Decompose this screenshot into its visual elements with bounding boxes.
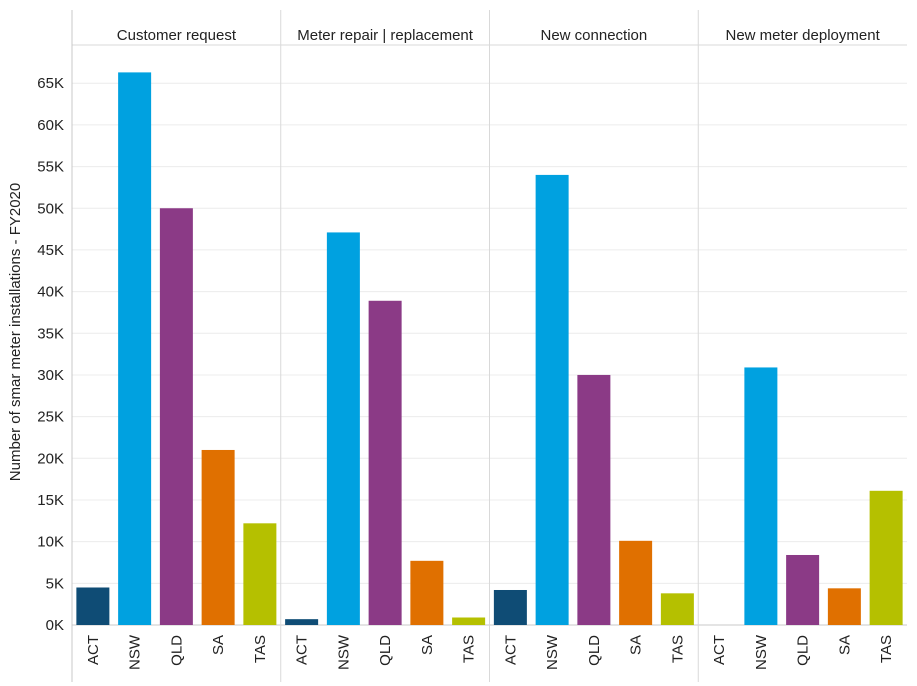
x-tick-label: NSW <box>544 634 561 670</box>
x-tick-label: SA <box>628 635 645 655</box>
bar <box>452 617 486 625</box>
panel-title: Customer request <box>117 27 237 44</box>
bar <box>619 540 653 625</box>
bar <box>493 589 527 625</box>
y-tick-label: 40K <box>37 284 64 301</box>
x-tick-label: ACT <box>294 635 311 665</box>
panel: New connection ACT NSW QLD SA TAS <box>493 10 699 682</box>
panel-title: New meter deployment <box>726 27 881 44</box>
x-tick-label: QLD <box>377 635 394 666</box>
x-tick-label: NSW <box>127 634 144 670</box>
y-tick-label: 5K <box>46 575 64 592</box>
x-tick-label: NSW <box>335 634 352 670</box>
panel: New meter deployment ACT NSW QLD SA TAS <box>711 27 903 670</box>
bar <box>76 587 110 625</box>
y-axis: 0K 5K 10K 15K 20K 25K 30K 35K 40K 45K 50K 55K 60K 65K <box>37 75 64 634</box>
x-tick-label: TAS <box>878 635 895 663</box>
y-tick-label: 35K <box>37 325 64 342</box>
bar <box>744 367 778 625</box>
x-tick-label: ACT <box>85 635 102 665</box>
x-tick-label: SA <box>210 635 227 655</box>
y-tick-label: 50K <box>37 200 64 217</box>
bar <box>326 232 360 625</box>
x-tick-label: QLD <box>795 635 812 666</box>
y-tick-label: 55K <box>37 159 64 176</box>
x-tick-label: TAS <box>252 635 269 663</box>
x-tick-label: NSW <box>753 634 770 670</box>
y-tick-label: 65K <box>37 75 64 92</box>
y-tick-label: 20K <box>37 450 64 467</box>
x-tick-label: SA <box>836 635 853 655</box>
x-tick-label: TAS <box>461 635 478 663</box>
y-tick-label: 15K <box>37 492 64 509</box>
bar <box>660 593 694 625</box>
y-tick-label: 0K <box>46 617 64 634</box>
panel: Meter repair | replacement ACT NSW QLD SA TAS <box>285 10 490 682</box>
x-tick-label: QLD <box>168 635 185 666</box>
bar <box>827 588 861 625</box>
bar <box>368 300 402 625</box>
y-axis-label: Number of smar meter installations - FY2… <box>7 183 24 481</box>
y-tick-label: 60K <box>37 117 64 134</box>
y-tick-label: 45K <box>37 242 64 259</box>
bar <box>577 374 611 625</box>
bar <box>285 619 319 625</box>
y-tick-label: 10K <box>37 534 64 551</box>
x-tick-label: TAS <box>669 635 686 663</box>
bar <box>535 174 569 625</box>
x-tick-label: ACT <box>711 635 728 665</box>
bar <box>786 554 820 625</box>
panel-title: New connection <box>541 27 648 44</box>
bar <box>118 72 152 625</box>
bar <box>869 490 903 625</box>
bar <box>159 208 193 625</box>
bar <box>410 560 444 625</box>
x-tick-label: ACT <box>502 635 519 665</box>
x-tick-label: SA <box>419 635 436 655</box>
x-tick-label: QLD <box>586 635 603 666</box>
bar <box>243 523 277 625</box>
y-tick-label: 30K <box>37 367 64 384</box>
panel: Customer request ACT NSW QLD SA TAS <box>76 10 282 682</box>
y-tick-label: 25K <box>37 409 64 426</box>
bar <box>201 449 235 625</box>
panel-title: Meter repair | replacement <box>297 27 473 44</box>
